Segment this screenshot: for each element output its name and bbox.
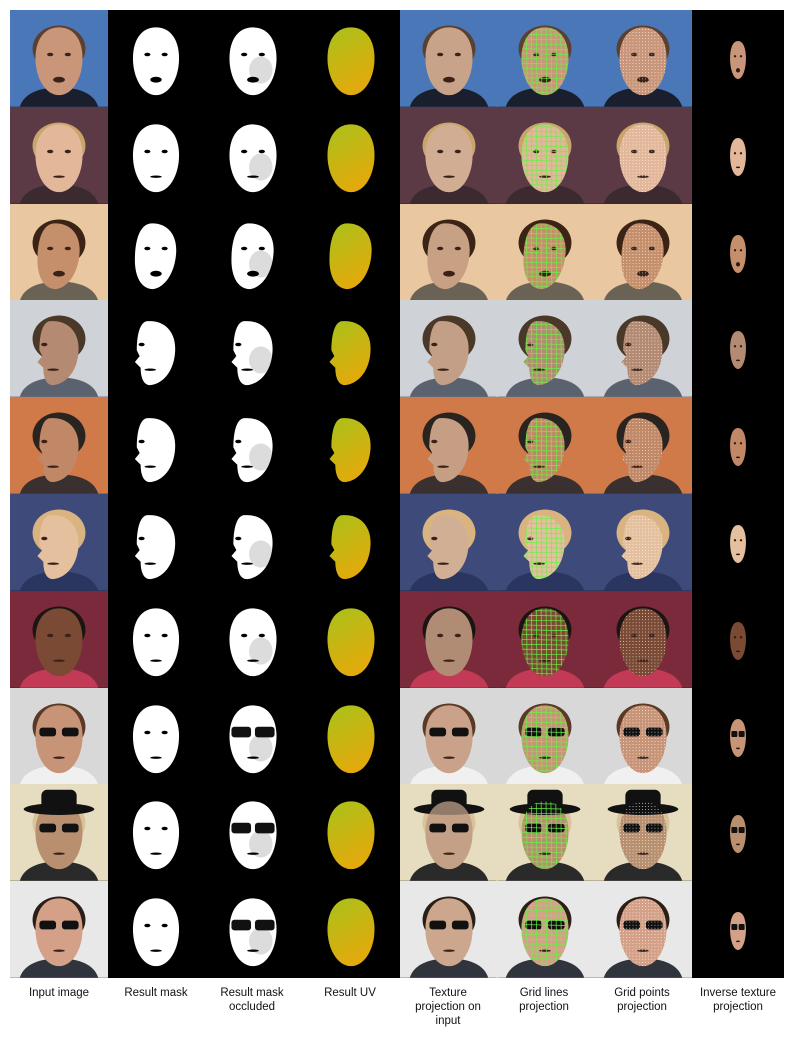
column-label-inverse: Inverse texture projection	[699, 987, 777, 1013]
uv-cell	[302, 881, 400, 978]
inverse-cell	[692, 397, 784, 494]
tex-cell	[400, 397, 498, 494]
column-mask-occ	[204, 10, 302, 978]
grid-points-cell	[594, 494, 692, 591]
inverse-cell	[692, 106, 784, 204]
uv-cell	[302, 10, 400, 107]
tex-cell	[400, 106, 498, 204]
tex-cell	[400, 203, 498, 301]
mask-cell	[108, 203, 204, 301]
uv-cell	[302, 300, 400, 398]
uv-cell	[302, 397, 400, 494]
tex-cell	[400, 590, 498, 688]
mask-cell	[108, 300, 204, 398]
grid-lines-cell	[496, 397, 594, 494]
grid-points-cell	[594, 203, 692, 301]
mask-cell	[108, 494, 204, 591]
mask-cell	[108, 590, 204, 688]
uv-cell	[302, 494, 400, 591]
input-cell	[10, 494, 108, 591]
grid-lines-cell	[496, 881, 594, 978]
inverse-cell	[692, 784, 784, 882]
tex-cell	[400, 784, 498, 882]
input-cell	[10, 881, 108, 978]
mask-cell	[108, 10, 204, 107]
mask-occ-cell	[204, 397, 302, 494]
grid-points-cell	[594, 881, 692, 978]
grid-points-cell	[594, 300, 692, 398]
column-mask	[108, 10, 204, 978]
tex-cell	[400, 687, 498, 785]
mask-cell	[108, 881, 204, 978]
mask-occ-cell	[204, 590, 302, 688]
uv-cell	[302, 106, 400, 204]
column-label-grid-points: Grid points projection	[614, 987, 670, 1013]
inverse-cell	[692, 881, 784, 978]
column-tex	[400, 10, 498, 978]
mask-cell	[108, 687, 204, 785]
mask-cell	[108, 106, 204, 204]
input-cell	[10, 106, 108, 204]
column-label-mask: Result mask	[124, 987, 188, 999]
column-label-input: Input image	[28, 987, 90, 999]
grid-points-cell	[594, 397, 692, 494]
inverse-cell	[692, 300, 784, 398]
mask-cell	[108, 784, 204, 882]
grid-lines-cell	[496, 494, 594, 591]
mask-occ-cell	[204, 106, 302, 204]
figure-panel	[10, 10, 784, 978]
uv-cell	[302, 784, 400, 882]
tex-cell	[400, 494, 498, 591]
column-grid-lines	[496, 10, 594, 978]
grid-lines-cell	[496, 590, 594, 688]
column-label-tex: Texture projection on input	[415, 987, 481, 1027]
mask-occ-cell	[204, 494, 302, 591]
column-input	[10, 10, 108, 978]
grid-points-cell	[594, 687, 692, 785]
grid-lines-cell	[496, 203, 594, 301]
uv-cell	[302, 590, 400, 688]
input-cell	[10, 590, 108, 688]
mask-occ-cell	[204, 784, 302, 882]
column-uv	[302, 10, 400, 978]
input-cell	[10, 203, 108, 301]
tex-cell	[400, 881, 498, 978]
input-cell	[10, 687, 108, 785]
column-label-grid-lines: Grid lines projection	[519, 987, 569, 1013]
column-grid-points	[594, 10, 692, 978]
mask-occ-cell	[204, 203, 302, 301]
mask-occ-cell	[204, 687, 302, 785]
grid-lines-cell	[496, 106, 594, 204]
input-cell	[10, 397, 108, 494]
mask-occ-cell	[204, 300, 302, 398]
grid-points-cell	[594, 784, 692, 882]
column-inverse	[692, 10, 784, 978]
mask-occ-cell	[204, 10, 302, 107]
inverse-cell	[692, 10, 784, 107]
grid-points-cell	[594, 10, 692, 107]
uv-cell	[302, 687, 400, 785]
column-labels: Input image Result mask Result mask occlud…	[10, 986, 784, 1040]
tex-cell	[400, 10, 498, 107]
grid-points-cell	[594, 106, 692, 204]
mask-occ-cell	[204, 881, 302, 978]
grid-lines-cell	[496, 10, 594, 107]
column-label-mask-occ: Result mask occluded	[220, 987, 284, 1013]
column-label-uv: Result UV	[324, 987, 376, 999]
grid-lines-cell	[496, 784, 594, 882]
inverse-cell	[692, 590, 784, 688]
grid-points-cell	[594, 590, 692, 688]
tex-cell	[400, 300, 498, 398]
input-cell	[10, 300, 108, 398]
grid-lines-cell	[496, 687, 594, 785]
inverse-cell	[692, 494, 784, 591]
uv-cell	[302, 203, 400, 301]
input-cell	[10, 10, 108, 107]
inverse-cell	[692, 687, 784, 785]
input-cell	[10, 784, 108, 882]
mask-cell	[108, 397, 204, 494]
inverse-cell	[692, 203, 784, 301]
grid-lines-cell	[496, 300, 594, 398]
